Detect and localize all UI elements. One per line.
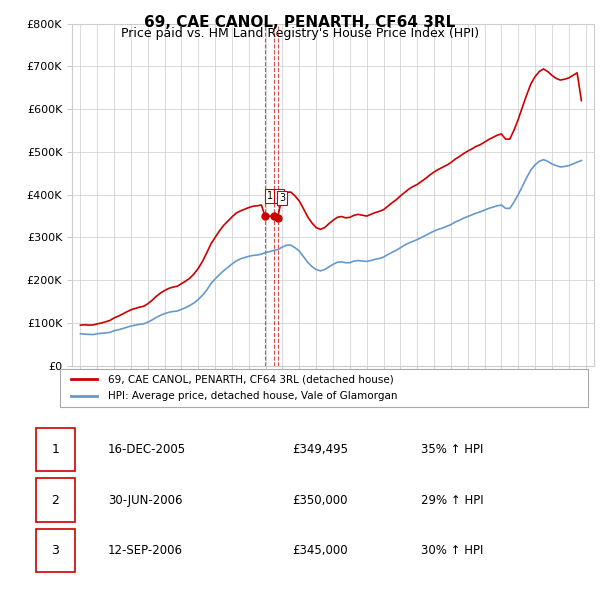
- Text: 2: 2: [276, 191, 282, 201]
- Text: £349,495: £349,495: [292, 443, 348, 456]
- Text: HPI: Average price, detached house, Vale of Glamorgan: HPI: Average price, detached house, Vale…: [107, 391, 397, 401]
- Text: 35% ↑ HPI: 35% ↑ HPI: [421, 443, 483, 456]
- Text: 1: 1: [266, 191, 273, 201]
- Text: 16-DEC-2005: 16-DEC-2005: [108, 443, 186, 456]
- Text: £345,000: £345,000: [292, 544, 348, 557]
- Text: 1: 1: [51, 443, 59, 456]
- Text: £350,000: £350,000: [292, 493, 348, 507]
- Text: 12-SEP-2006: 12-SEP-2006: [108, 544, 183, 557]
- Text: 3: 3: [279, 193, 286, 203]
- Text: 30% ↑ HPI: 30% ↑ HPI: [421, 544, 483, 557]
- Text: Price paid vs. HM Land Registry's House Price Index (HPI): Price paid vs. HM Land Registry's House …: [121, 27, 479, 40]
- FancyBboxPatch shape: [35, 529, 74, 572]
- Text: 2: 2: [51, 493, 59, 507]
- Text: 69, CAE CANOL, PENARTH, CF64 3RL (detached house): 69, CAE CANOL, PENARTH, CF64 3RL (detach…: [107, 375, 393, 385]
- Text: 3: 3: [51, 544, 59, 557]
- Text: 29% ↑ HPI: 29% ↑ HPI: [421, 493, 483, 507]
- FancyBboxPatch shape: [35, 478, 74, 522]
- Text: 30-JUN-2006: 30-JUN-2006: [108, 493, 182, 507]
- FancyBboxPatch shape: [35, 428, 74, 471]
- Text: 69, CAE CANOL, PENARTH, CF64 3RL: 69, CAE CANOL, PENARTH, CF64 3RL: [145, 15, 455, 30]
